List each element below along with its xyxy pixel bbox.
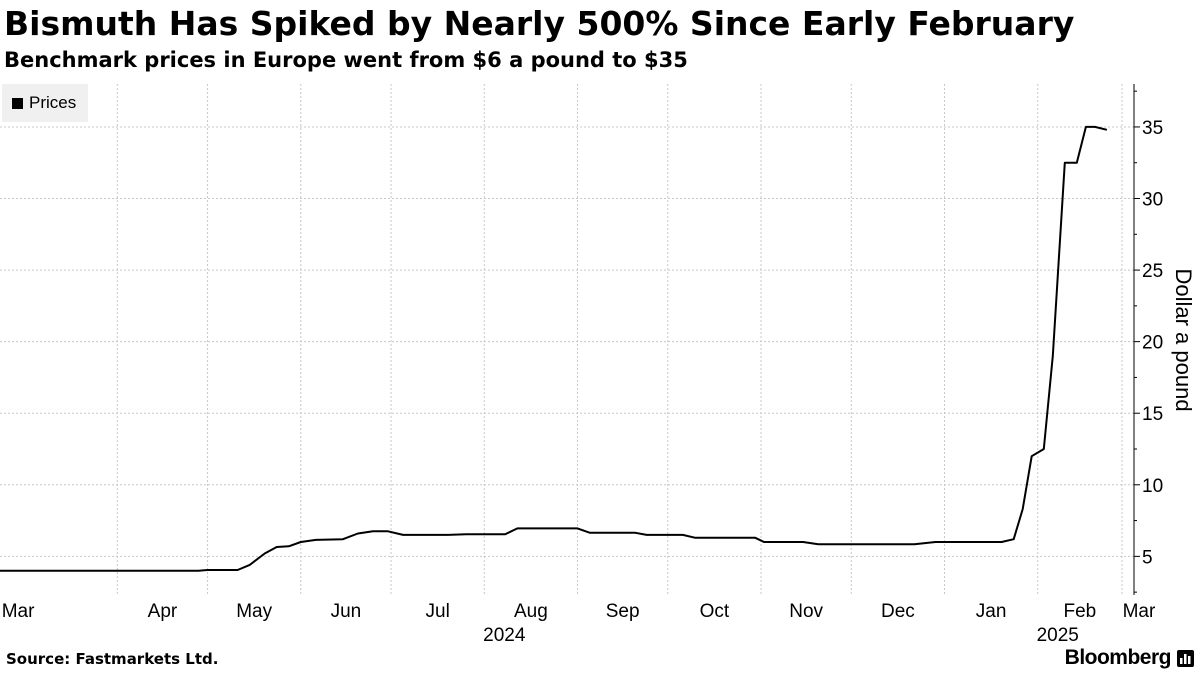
bloomberg-mark-icon — [1177, 649, 1194, 667]
x-tick-label: Sep — [606, 601, 640, 622]
x-tick-label: Jul — [426, 601, 450, 622]
brand-name: Bloomberg — [1064, 646, 1172, 669]
x-tick-label: Mar — [2, 601, 35, 622]
source-note: Source: Fastmarkets Ltd. — [6, 650, 219, 668]
x-tick-label: Apr — [148, 601, 178, 622]
y-tick-label: 5 — [1142, 547, 1153, 568]
y-tick-label: 25 — [1142, 261, 1163, 282]
x-tick-label: Nov — [789, 601, 823, 622]
legend-label: Prices — [29, 93, 77, 112]
x-tick-label: Jan — [976, 601, 1007, 622]
y-tick-label: 15 — [1142, 404, 1163, 425]
brand-logo: Bloomberg — [1065, 646, 1194, 670]
x-axis-labels: Mar Apr May Jun Jul Aug Sep Oct Nov Dec Jan Feb Mar 2… — [2, 601, 1156, 646]
series-lines — [0, 125, 1108, 572]
x-year-label: 2024 — [483, 625, 526, 646]
x-year-label: 2025 — [1037, 625, 1079, 646]
x-tick-label: Feb — [1063, 601, 1096, 622]
y-tick-label: 35 — [1142, 118, 1163, 139]
x-tick-label: May — [236, 601, 272, 622]
y-axis: 5 10 15 20 25 30 35 — [1133, 84, 1163, 595]
x-tick-label: Dec — [881, 601, 915, 622]
y-tick-label: 10 — [1142, 476, 1163, 497]
x-tick-label: Jun — [331, 601, 362, 622]
x-tick-label: Oct — [700, 601, 730, 622]
series-line-prices — [0, 125, 1108, 572]
y-tick-label: 30 — [1142, 190, 1163, 211]
x-tick-label: Aug — [514, 601, 548, 622]
y-tick-label: 20 — [1142, 333, 1163, 354]
x-tick-label: Mar — [1123, 601, 1156, 622]
chart-subtitle: Benchmark prices in Europe went from $6 … — [4, 48, 688, 72]
legend: Prices — [2, 84, 88, 122]
y-axis-label: Dollar a pound — [1171, 268, 1196, 411]
legend-swatch — [12, 97, 23, 109]
chart-title: Bismuth Has Spiked by Nearly 500% Since … — [4, 4, 1075, 43]
gridlines — [0, 84, 1134, 595]
